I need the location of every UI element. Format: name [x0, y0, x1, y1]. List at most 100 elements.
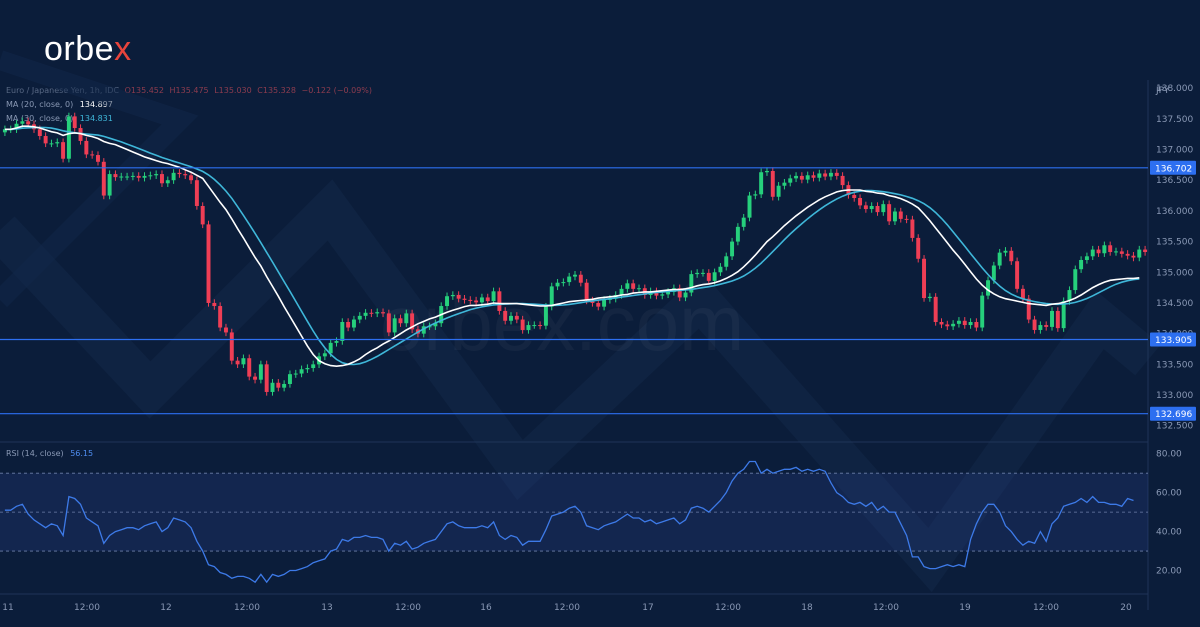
candle-body [619, 288, 624, 295]
bear-candle [346, 318, 351, 332]
candle-body [910, 219, 915, 238]
candle-body [514, 315, 519, 320]
candle-body [159, 174, 164, 184]
bear-candle [811, 171, 816, 182]
bull-candle [171, 169, 176, 184]
bear-candle [229, 328, 234, 365]
bull-candle [107, 170, 112, 200]
bull-candle [695, 269, 700, 278]
bull-candle [66, 112, 71, 163]
bear-candle [386, 309, 391, 337]
candle-body [2, 129, 7, 133]
bear-candle [706, 269, 711, 285]
candle-body [130, 175, 135, 177]
candle-body [61, 142, 66, 159]
candle-body [962, 320, 967, 326]
bear-candle [61, 138, 66, 163]
bull-candle [724, 252, 729, 271]
candle-body [776, 185, 781, 197]
candle-body [311, 364, 316, 369]
bull-candle [747, 191, 752, 222]
candle-body [433, 323, 438, 327]
price-tick-label: 134.500 [1156, 299, 1193, 309]
candle-body [375, 312, 380, 314]
candle-body [445, 296, 449, 307]
candle-body [200, 205, 205, 225]
rsi-tick-label: 80.00 [1156, 450, 1182, 460]
candle-body [1143, 249, 1148, 253]
candle-body [735, 226, 740, 242]
candle-body [235, 360, 240, 365]
price-tick-label: 136.000 [1156, 207, 1193, 217]
time-tick-label: 12:00 [873, 603, 899, 613]
candle-body [730, 241, 735, 257]
bear-candle [398, 314, 403, 327]
level-price-tag [1150, 332, 1196, 347]
bull-candle [14, 120, 19, 133]
bear-candle [596, 299, 601, 311]
bear-candle [194, 176, 199, 210]
candle-body [84, 140, 89, 155]
bear-candle [910, 215, 915, 242]
bull-candle [817, 169, 822, 182]
candle-body [148, 175, 153, 177]
bear-candle [590, 296, 595, 307]
price-tick-label: 137.000 [1156, 146, 1193, 156]
ma30-legend: MA (30, close, 0) 134.831 [6, 114, 113, 123]
rsi-tick-label: 40.00 [1156, 528, 1182, 538]
bear-candle [834, 169, 839, 180]
candle-body [479, 297, 484, 303]
bull-candle [148, 171, 153, 180]
candle-body [1073, 269, 1078, 291]
bear-candle [218, 302, 223, 332]
bull-candle [2, 125, 7, 137]
candle-body [677, 288, 682, 298]
candle-body [49, 143, 54, 145]
candle-body [834, 172, 839, 176]
bear-candle [276, 379, 281, 392]
bull-candle [287, 370, 292, 388]
candle-body [858, 198, 863, 206]
bull-candle [567, 272, 572, 286]
bull-candle [788, 174, 793, 187]
candle-body [625, 283, 630, 289]
level-price-tag [1150, 160, 1196, 175]
bull-candle [282, 380, 287, 392]
candle-body [817, 173, 822, 178]
candle-body [712, 272, 717, 281]
bear-candle [654, 287, 659, 300]
ma20-line [4, 125, 1140, 368]
price-tick-label: 135.000 [1156, 268, 1193, 278]
bull-candle [55, 138, 60, 148]
bear-candle [1096, 245, 1101, 257]
bull-candle [125, 172, 130, 181]
candle-body [637, 288, 641, 290]
bear-candle [939, 318, 944, 329]
candle-body [939, 321, 944, 325]
bull-candle [270, 379, 275, 396]
level-price-label: 133.905 [1155, 336, 1192, 346]
level-price-label: 136.702 [1155, 164, 1192, 174]
time-tick-label: 12:00 [395, 603, 421, 613]
bull-candle [375, 308, 380, 318]
candle-body [206, 224, 211, 303]
bull-candle [997, 248, 1002, 270]
ohlc-open: O135.452 [124, 86, 164, 95]
candle-body [229, 332, 234, 361]
bull-candle [869, 202, 874, 213]
candle-body [55, 142, 60, 144]
bear-candle [1108, 241, 1113, 256]
ohlc-high: H135.475 [169, 86, 209, 95]
bull-candle [689, 270, 694, 297]
bull-candle [1038, 321, 1043, 334]
bear-candle [922, 255, 927, 302]
candle-body [154, 174, 159, 176]
candle-body [1119, 251, 1124, 254]
candle-body [1108, 245, 1113, 253]
bull-candle [404, 309, 409, 327]
ma20-legend: MA (20, close, 0) 134.897 [6, 100, 113, 109]
candle-body [869, 205, 874, 210]
candle-body [805, 175, 810, 180]
price-tick-label: 138.000 [1156, 84, 1193, 94]
